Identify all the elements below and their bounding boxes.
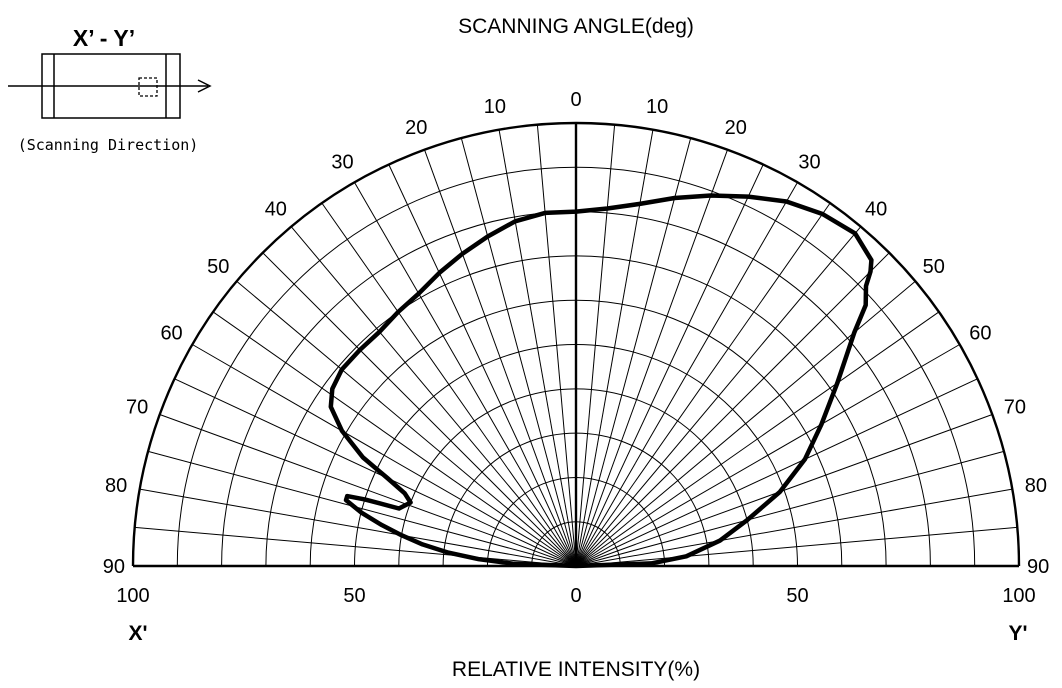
grid-spoke--65 bbox=[174, 378, 577, 567]
angle-tick-label: 80 bbox=[1025, 475, 1047, 497]
grid-spoke--10 bbox=[498, 129, 577, 567]
grid-spoke--45 bbox=[262, 252, 577, 567]
angle-tick-label: 20 bbox=[405, 117, 427, 139]
inset-caption: (Scanning Direction) bbox=[18, 136, 199, 154]
angle-tick-label: 0 bbox=[570, 89, 581, 111]
angle-tick-label: 10 bbox=[484, 96, 506, 118]
chart-title: SCANNING ANGLE(deg) bbox=[458, 15, 694, 38]
angle-tick-label: 50 bbox=[923, 256, 945, 278]
x-axis-label: RELATIVE INTENSITY(%) bbox=[452, 658, 700, 681]
radial-tick-label: 0 bbox=[570, 585, 581, 607]
angle-tick-label: 90 bbox=[1027, 556, 1049, 578]
angle-tick-label: 40 bbox=[265, 198, 287, 220]
inset-sensor-dashed bbox=[138, 77, 158, 97]
grid-spoke-45 bbox=[575, 252, 890, 567]
angle-tick-label: 50 bbox=[207, 256, 229, 278]
grid-spoke--40 bbox=[290, 226, 577, 567]
angle-tick-label: 30 bbox=[798, 152, 820, 174]
angle-tick-label: 10 bbox=[646, 96, 668, 118]
grid-spoke-80 bbox=[575, 488, 1013, 567]
polar-grid bbox=[131, 121, 1021, 568]
tick-labels: 0 10 10 20 20 30 30 40 40 50 50 60 60 70 70 80 80 90 90 100… bbox=[103, 89, 1050, 607]
radial-tick-label: 100 bbox=[1002, 585, 1035, 607]
grid-spoke-35 bbox=[575, 202, 831, 567]
grid-spoke--75 bbox=[147, 450, 577, 567]
data-curves bbox=[328, 193, 874, 569]
angle-tick-label: 80 bbox=[105, 475, 127, 497]
angle-tick-label: 70 bbox=[1004, 396, 1026, 418]
grid-spoke-55 bbox=[575, 311, 940, 567]
series-line-0 bbox=[328, 193, 874, 569]
angle-tick-label: 30 bbox=[331, 152, 353, 174]
grid-spoke--20 bbox=[424, 149, 577, 567]
radial-tick-label: 50 bbox=[786, 585, 808, 607]
grid-spoke--50 bbox=[236, 280, 577, 567]
grid-spoke--25 bbox=[388, 164, 577, 567]
grid-spoke-65 bbox=[575, 378, 978, 567]
grid-spoke--55 bbox=[212, 311, 577, 567]
angle-tick-label: 20 bbox=[725, 117, 747, 139]
angle-tick-label: 40 bbox=[865, 198, 887, 220]
grid-spoke-75 bbox=[575, 450, 1005, 567]
x-right-label: Y' bbox=[1008, 622, 1027, 645]
grid-spoke-85 bbox=[575, 526, 1018, 567]
grid-spoke-60 bbox=[575, 344, 960, 567]
angle-tick-label: 90 bbox=[103, 556, 125, 578]
angle-tick-label: 60 bbox=[160, 323, 182, 345]
radial-tick-label: 100 bbox=[116, 585, 149, 607]
grid-spoke-5 bbox=[575, 124, 616, 567]
angle-tick-label: 60 bbox=[969, 323, 991, 345]
arrow-right-icon bbox=[197, 79, 212, 93]
grid-spoke-20 bbox=[575, 149, 728, 567]
grid-spoke--80 bbox=[139, 488, 577, 567]
x-left-label: X' bbox=[128, 622, 147, 645]
grid-spoke-25 bbox=[575, 164, 764, 567]
grid-spoke-15 bbox=[575, 137, 692, 567]
scanning-direction-inset: X’ - Y’ (Scanning Direction) bbox=[8, 25, 212, 154]
grid-spoke-50 bbox=[575, 280, 916, 567]
grid-spoke--85 bbox=[134, 526, 577, 567]
grid-spoke-70 bbox=[575, 414, 993, 567]
radial-tick-label: 50 bbox=[343, 585, 365, 607]
grid-spoke--30 bbox=[354, 182, 577, 567]
grid-spoke--70 bbox=[159, 414, 577, 567]
grid-spoke--35 bbox=[321, 202, 577, 567]
grid-spoke--5 bbox=[536, 124, 577, 567]
angle-tick-label: 70 bbox=[126, 396, 148, 418]
grid-spoke--60 bbox=[192, 344, 577, 567]
grid-spoke-30 bbox=[575, 182, 798, 567]
inset-title: X’ - Y’ bbox=[73, 25, 135, 51]
grid-spoke--15 bbox=[460, 137, 577, 567]
grid-spoke-40 bbox=[575, 226, 862, 567]
